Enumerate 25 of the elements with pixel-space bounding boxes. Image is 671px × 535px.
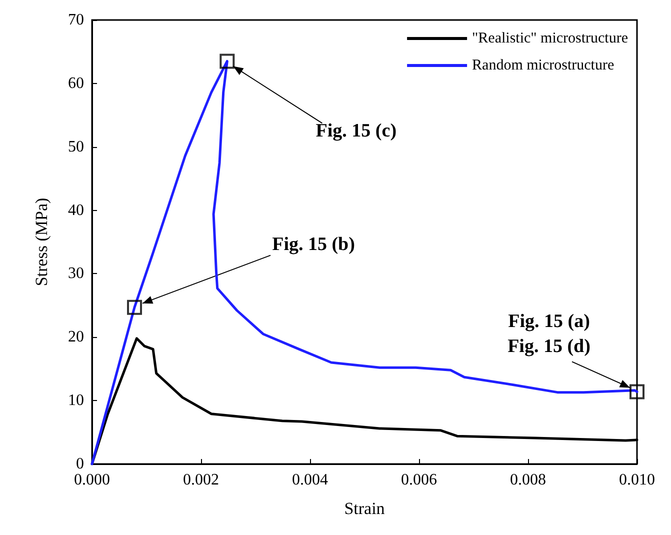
y-tick-label: 20 — [68, 328, 84, 346]
y-axis-title: Stress (MPa) — [32, 198, 51, 286]
x-tick-label: 0.002 — [183, 472, 219, 488]
legend-label: "Realistic" microstructure — [472, 30, 628, 46]
legend-label: Random microstructure — [472, 58, 614, 74]
annotation: Fig. 15 (c) — [316, 120, 397, 142]
x-tick-label: 0.000 — [74, 472, 110, 488]
y-tick-label: 10 — [68, 392, 84, 410]
x-tick-label: 0.006 — [401, 472, 437, 488]
y-tick-label: 50 — [68, 138, 84, 156]
x-tick-label: 0.010 — [619, 472, 655, 488]
y-tick-label: 60 — [68, 74, 84, 92]
y-tick-label: 70 — [68, 12, 84, 28]
annotation: Fig. 15 (a) — [508, 311, 590, 332]
y-tick-label: 40 — [68, 202, 84, 219]
point — [630, 384, 644, 400]
x-tick-label: 0.008 — [510, 472, 546, 488]
x-tick-label: 0.004 — [292, 472, 328, 488]
y-tick-label: 0 — [76, 456, 84, 472]
y-tick-label: 30 — [68, 265, 84, 282]
point — [127, 300, 142, 315]
annotation: Fig. 15 (d) — [508, 336, 590, 358]
x-axis-title: Strain — [344, 499, 386, 518]
annotation: Fig. 15 (b) — [272, 234, 355, 255]
point — [220, 54, 235, 69]
